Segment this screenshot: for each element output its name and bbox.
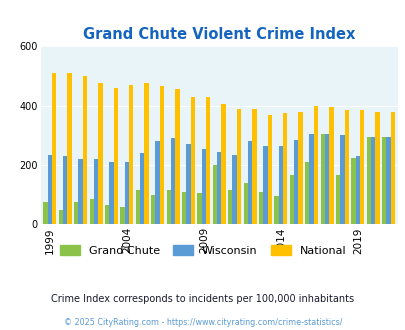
Bar [366,137,370,224]
Bar [98,83,102,224]
Bar [135,190,140,224]
Bar [120,207,124,224]
Bar [390,112,394,224]
Bar [350,157,355,224]
Bar [309,134,313,224]
Bar [129,85,133,224]
Bar [274,196,278,224]
Bar [278,146,282,224]
Bar [175,89,179,224]
Bar [247,141,252,224]
Bar [217,152,221,224]
Bar [47,154,52,224]
Bar [289,176,293,224]
Bar [52,73,56,224]
Bar [67,73,72,224]
Bar [359,110,363,224]
Bar [370,137,375,224]
Bar [381,137,386,224]
Bar [258,192,262,224]
Bar [160,86,164,224]
Bar [252,109,256,224]
Bar [298,112,302,224]
Bar [293,140,298,224]
Bar [181,192,186,224]
Bar [386,137,390,224]
Bar [236,109,241,224]
Bar [267,115,271,224]
Bar [90,199,94,224]
Bar [205,97,210,224]
Bar [63,156,67,224]
Bar [232,154,236,224]
Bar [212,165,217,224]
Bar [355,156,359,224]
Bar [155,141,160,224]
Bar [151,195,155,224]
Bar [190,97,194,224]
Bar [186,144,190,224]
Bar [94,159,98,224]
Bar [328,107,333,224]
Bar [305,162,309,224]
Bar [171,138,175,224]
Bar [262,146,267,224]
Bar [243,183,247,224]
Bar [335,176,339,224]
Bar [74,202,78,224]
Bar [113,88,117,224]
Text: Crime Index corresponds to incidents per 100,000 inhabitants: Crime Index corresponds to incidents per… [51,294,354,304]
Bar [105,205,109,224]
Bar [43,202,47,224]
Bar [166,190,171,224]
Bar [201,148,205,224]
Bar [83,76,87,224]
Bar [221,104,225,224]
Title: Grand Chute Violent Crime Index: Grand Chute Violent Crime Index [83,27,354,42]
Bar [78,159,83,224]
Bar [339,135,344,224]
Text: © 2025 CityRating.com - https://www.cityrating.com/crime-statistics/: © 2025 CityRating.com - https://www.city… [64,318,341,327]
Bar [320,134,324,224]
Bar [228,190,232,224]
Bar [144,83,148,224]
Legend: Grand Chute, Wisconsin, National: Grand Chute, Wisconsin, National [55,241,350,260]
Bar [197,193,201,224]
Bar [59,210,63,224]
Bar [140,153,144,224]
Bar [344,110,348,224]
Bar [282,113,287,224]
Bar [324,134,328,224]
Bar [375,112,379,224]
Bar [124,162,129,224]
Bar [313,106,318,224]
Bar [109,162,113,224]
